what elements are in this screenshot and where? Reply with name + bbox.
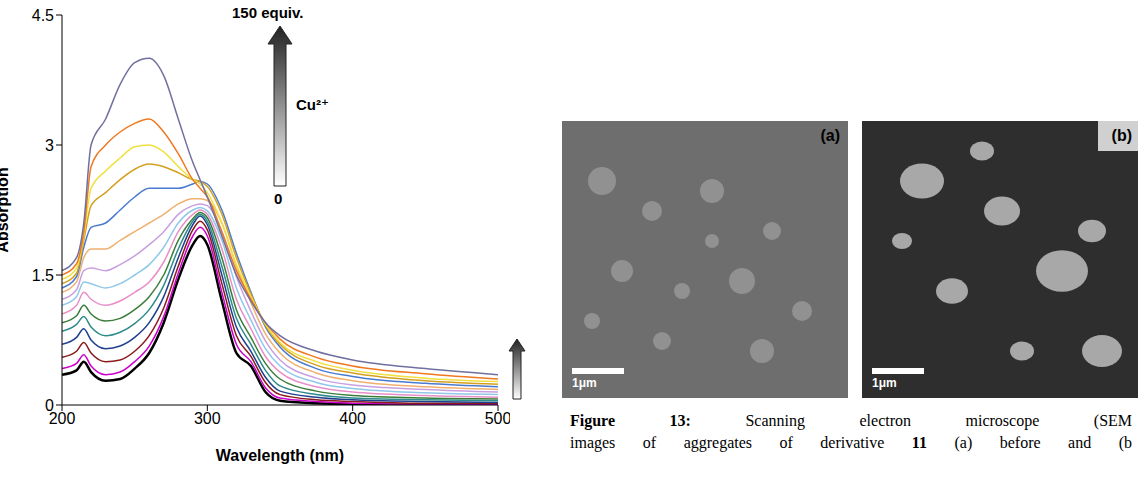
svg-text:400: 400 — [339, 410, 366, 427]
html-text:Cu²⁺: Cu²⁺ — [296, 96, 329, 113]
svg-text:300: 300 — [194, 410, 221, 427]
html-text:150 equiv.: 150 equiv. — [232, 4, 304, 21]
html-text:1μm: 1μm — [572, 376, 597, 390]
html-text:(a): (a) — [820, 127, 840, 144]
svg-text:1.5: 1.5 — [32, 267, 54, 284]
svg-text:3: 3 — [45, 137, 54, 154]
html-text:(b): (b) — [1111, 127, 1132, 144]
html-text:1μm: 1μm — [872, 376, 897, 390]
html-text:11: 11 — [911, 434, 927, 451]
html-text:(a) before and (b: (a) before and (b — [954, 434, 1132, 451]
svg-text:Absorption: Absorption — [0, 167, 11, 252]
svg-text:4.5: 4.5 — [32, 7, 54, 24]
html-text:images of aggregates of deriva: images of aggregates of derivative — [570, 434, 885, 451]
svg-text:200: 200 — [48, 410, 76, 428]
html-text:0: 0 — [274, 190, 283, 207]
svg-text:0: 0 — [45, 397, 54, 414]
html-text:Figure 13:: Figure 13: — [570, 412, 691, 429]
html-text:Scanning electron microscope (: Scanning electron microscope (SEM — [745, 412, 1132, 429]
svg-text:500: 500 — [485, 410, 510, 427]
svg-text:Wavelength (nm): Wavelength (nm) — [216, 447, 344, 464]
